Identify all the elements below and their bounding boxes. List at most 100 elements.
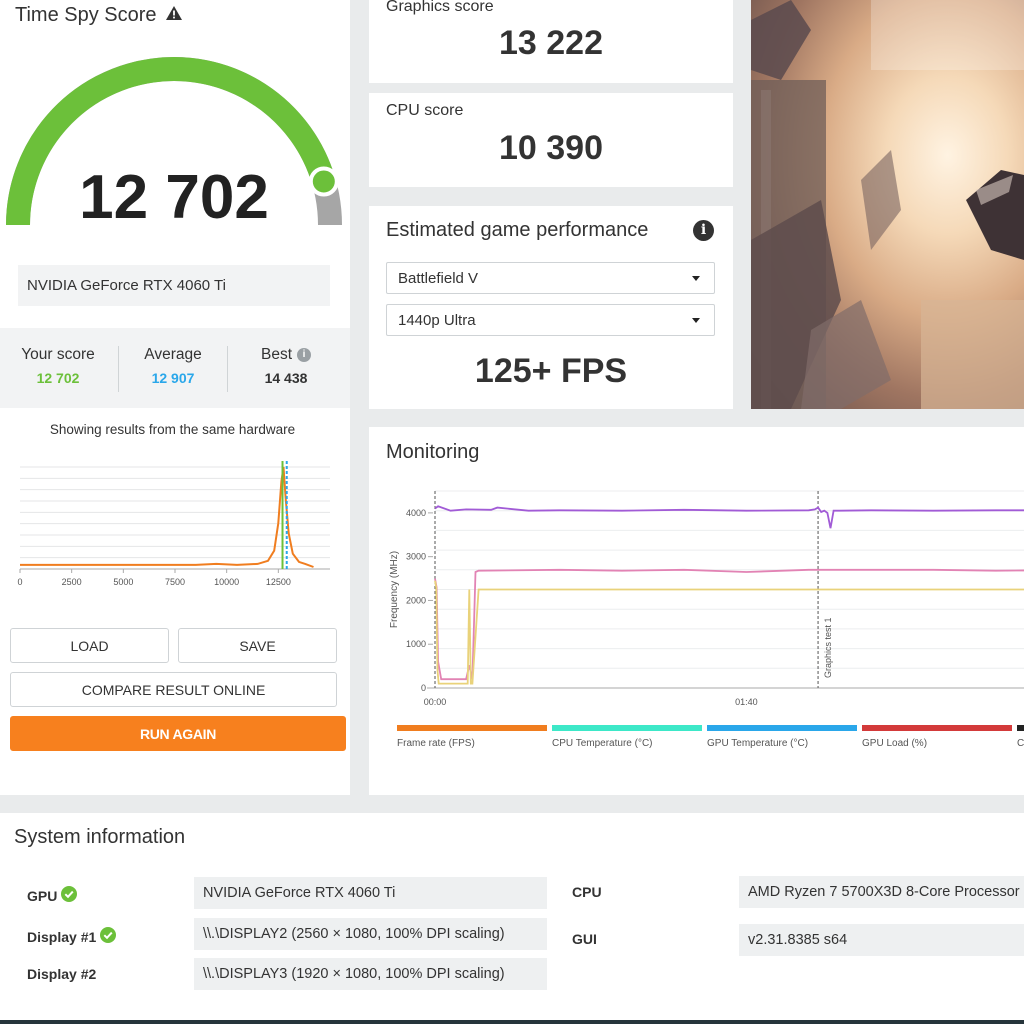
- legend-item[interactable]: GPU Temperature (°C): [707, 725, 857, 749]
- check-circle-icon: [100, 927, 117, 946]
- stat-average-label: Average: [144, 346, 202, 363]
- y-tick-label: 2000: [406, 595, 426, 605]
- cpu-score-card: CPU score 10 390: [369, 93, 733, 187]
- legend-swatch: [1017, 725, 1024, 731]
- x-tick-label: 0: [17, 577, 22, 587]
- y-tick-label: 1000: [406, 639, 426, 649]
- graphics-score-value: 13 222: [499, 24, 603, 62]
- x-tick-label: 01:40: [735, 697, 758, 707]
- x-tick-label: 10000: [214, 577, 239, 587]
- graphics-score-label: Graphics score: [386, 0, 494, 15]
- preset-select[interactable]: 1440p Ultra: [386, 304, 715, 336]
- cpu-label: CPU: [572, 884, 602, 900]
- display1-label-text: Display #1: [27, 928, 97, 945]
- x-tick-label: 5000: [113, 577, 133, 587]
- legend-item[interactable]: Frame rate (FPS): [397, 725, 547, 749]
- legend-swatch: [397, 725, 547, 731]
- series-line: [434, 568, 1024, 681]
- gui-value: v2.31.8385 s64: [739, 924, 1024, 956]
- gpu-value: NVIDIA GeForce RTX 4060 Ti: [194, 877, 547, 909]
- overall-score: 12 702: [79, 163, 269, 232]
- load-button[interactable]: LOAD: [10, 628, 169, 663]
- gpu-label-text: GPU: [27, 887, 58, 904]
- display1-value: \\.\DISPLAY2 (2560 × 1080, 100% DPI scal…: [194, 918, 547, 950]
- info-icon[interactable]: i: [693, 220, 714, 241]
- game-performance-card: Estimated game performance i Battlefield…: [369, 206, 733, 409]
- monitoring-title: Monitoring: [386, 441, 480, 463]
- legend-item[interactable]: CPU Temperature (°C): [552, 725, 702, 749]
- legend-label: GPU Temperature (°C): [707, 738, 809, 749]
- game-select[interactable]: Battlefield V: [386, 262, 715, 294]
- system-info-title: System information: [14, 826, 186, 848]
- chevron-down-icon: [692, 276, 700, 281]
- check-circle-icon: [61, 886, 78, 905]
- gauge-knob: [308, 166, 339, 197]
- cpu-value: AMD Ryzen 7 5700X3D 8-Core Processor: [739, 876, 1024, 908]
- x-tick-label: 12500: [266, 577, 291, 587]
- save-button[interactable]: SAVE: [178, 628, 337, 663]
- legend-label: C: [1017, 738, 1024, 749]
- legend-label: Frame rate (FPS): [397, 738, 475, 749]
- legend-item[interactable]: GPU Load (%): [862, 725, 1012, 749]
- series-line: [434, 580, 1024, 685]
- score-stats: Your score 12 702 Average 12 907 Best i …: [0, 328, 350, 408]
- score-title-text: Time Spy Score: [15, 4, 157, 26]
- preset-select-value: 1440p Ultra: [398, 311, 476, 329]
- legend-swatch: [862, 725, 1012, 731]
- stat-average: Average 12 907: [119, 346, 227, 386]
- x-tick-label: 00:00: [424, 697, 447, 707]
- legend-swatch: [707, 725, 857, 731]
- x-tick-label: 7500: [165, 577, 185, 587]
- stat-best-value: 14 438: [264, 370, 308, 386]
- gauge-fill: [6, 57, 336, 226]
- stat-your-label: Your score: [21, 346, 95, 363]
- monitoring-chart: 0 1000 2000 3000 4000 Frequency (MHz) 00:00 01:…: [389, 490, 1024, 707]
- score-title: Time Spy Score: [15, 4, 183, 27]
- hardware-name: NVIDIA GeForce RTX 4060 Ti: [18, 265, 330, 306]
- stat-best-label-text: Best: [260, 346, 292, 363]
- run-again-button[interactable]: RUN AGAIN: [10, 716, 346, 751]
- x-tick-label: 2500: [62, 577, 82, 587]
- cpu-score-value: 10 390: [499, 129, 603, 167]
- gpu-label: GPU: [27, 886, 78, 905]
- gui-label: GUI: [572, 931, 597, 947]
- display1-label: Display #1: [27, 927, 117, 946]
- y-axis-label: Frequency (MHz): [389, 551, 400, 628]
- estimated-fps: 125+ FPS: [474, 352, 628, 390]
- y-tick-label: 0: [421, 683, 426, 693]
- cpu-score-label: CPU score: [386, 102, 464, 119]
- game-select-value: Battlefield V: [398, 269, 479, 287]
- info-icon[interactable]: i: [297, 348, 311, 362]
- distribution-chart: 0 2500 5000 7500 10000 12500: [17, 461, 330, 587]
- score-gauge: [6, 57, 342, 226]
- stat-divider: [118, 346, 119, 392]
- distribution-line: [20, 466, 314, 568]
- system-info-section: System information GPU NVIDIA GeForce RT…: [0, 813, 1024, 1024]
- legend-item[interactable]: C: [1017, 725, 1024, 749]
- graphics-score-card: Graphics score 13 222: [369, 0, 733, 83]
- stat-divider: [227, 346, 228, 392]
- compare-online-button[interactable]: COMPARE RESULT ONLINE: [10, 672, 337, 707]
- legend-label: CPU Temperature (°C): [552, 738, 653, 749]
- artwork-shapes: [751, 0, 1024, 409]
- legend-label: GPU Load (%): [862, 738, 928, 749]
- stat-best-label: Best i: [228, 346, 344, 364]
- stat-average-value: 12 907: [151, 370, 195, 386]
- monitoring-card: Monitoring 0 1000 2000 3000 4000 Frequency (M…: [369, 427, 1024, 795]
- bottom-bar: [0, 1020, 1024, 1024]
- display2-label: Display #2: [27, 966, 97, 982]
- stat-your-value: 12 702: [36, 370, 80, 386]
- game-performance-title: Estimated game performance: [386, 219, 649, 241]
- chevron-down-icon: [692, 318, 700, 323]
- y-tick-label: 4000: [406, 508, 426, 518]
- distribution-caption: Showing results from the same hardware: [49, 422, 296, 437]
- y-tick-label: 3000: [406, 552, 426, 562]
- benchmark-artwork: [751, 0, 1024, 409]
- series-line: [434, 505, 1024, 529]
- stat-best: Best i 14 438: [228, 346, 344, 386]
- legend-swatch: [552, 725, 702, 731]
- score-panel: Time Spy Score 12 702 NVIDIA GeForce RTX…: [0, 0, 350, 795]
- warning-icon[interactable]: [165, 4, 183, 27]
- display2-value: \\.\DISPLAY3 (1920 × 1080, 100% DPI scal…: [194, 958, 547, 990]
- annotation-label: Graphics test 1: [823, 617, 833, 678]
